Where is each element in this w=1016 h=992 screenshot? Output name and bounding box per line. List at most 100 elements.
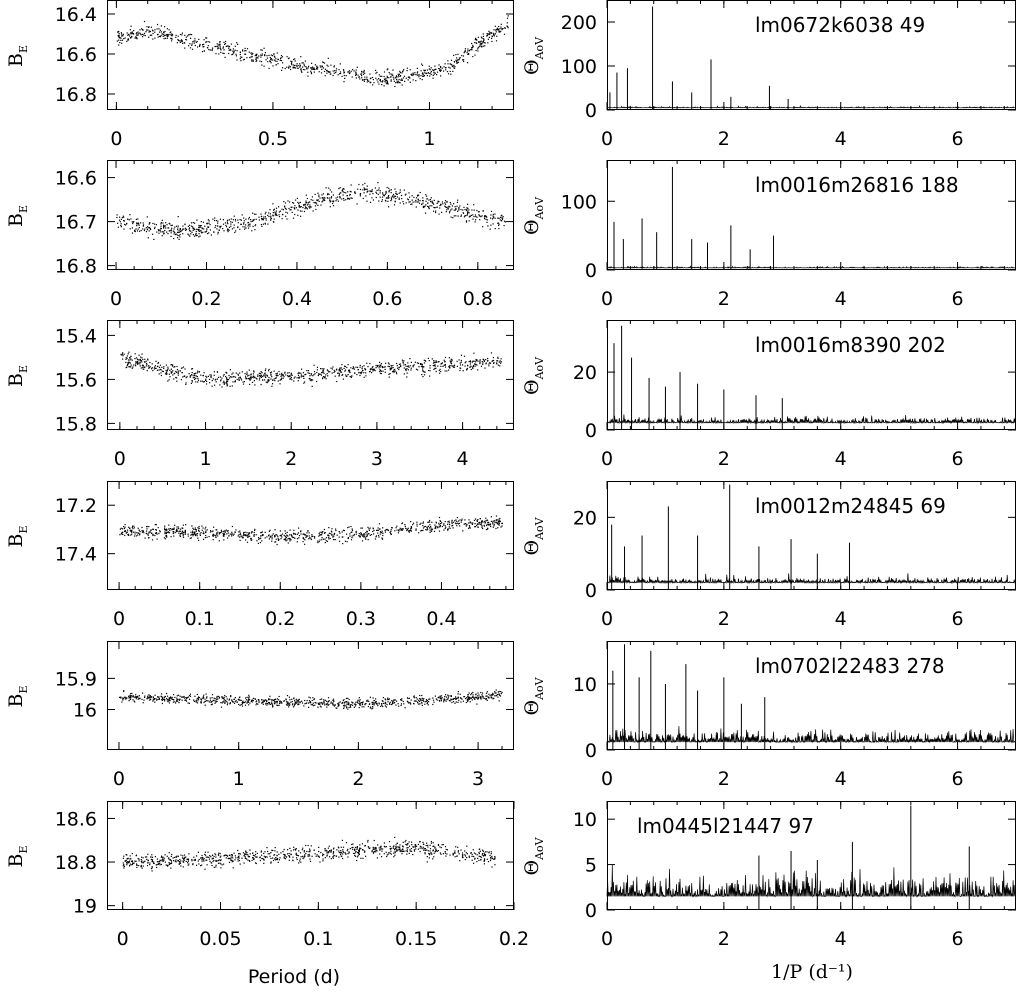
data-point	[379, 192, 381, 194]
data-point	[250, 537, 252, 539]
data-point	[184, 697, 186, 699]
data-point	[405, 368, 407, 370]
data-point	[271, 538, 273, 540]
data-point	[382, 370, 384, 372]
data-point	[148, 697, 150, 699]
data-point	[474, 697, 476, 699]
data-point	[410, 369, 412, 371]
data-point	[131, 221, 133, 223]
data-point	[338, 188, 340, 190]
data-point	[379, 369, 381, 371]
data-point	[440, 370, 442, 373]
data-point	[134, 353, 136, 355]
data-point	[473, 204, 475, 206]
y-axis-title-theta: ΘAoV	[521, 36, 546, 75]
data-point	[303, 205, 305, 207]
data-point	[453, 61, 455, 63]
data-point	[349, 376, 351, 378]
data-point	[170, 697, 172, 699]
data-point	[496, 27, 498, 29]
data-point	[422, 75, 425, 77]
data-point	[488, 365, 490, 367]
data-point	[154, 524, 156, 526]
data-point	[179, 530, 181, 532]
data-point	[442, 365, 444, 367]
data-point	[335, 200, 337, 202]
data-point	[446, 200, 448, 203]
data-point	[379, 531, 381, 533]
data-point	[462, 209, 464, 211]
x-tick-label: 0.4	[426, 608, 456, 630]
data-point	[205, 530, 207, 532]
data-point	[335, 68, 338, 70]
data-point	[149, 361, 151, 364]
data-point	[313, 371, 316, 373]
data-point	[397, 703, 399, 705]
data-point	[377, 527, 379, 529]
data-point	[303, 65, 305, 67]
data-point	[435, 522, 437, 524]
data-point	[475, 518, 477, 520]
data-point	[391, 366, 393, 368]
y-tick-label: 16.4	[55, 4, 97, 26]
data-point	[470, 365, 472, 367]
data-point	[433, 69, 435, 71]
data-point	[172, 374, 174, 376]
data-point	[279, 59, 281, 61]
data-point	[386, 186, 388, 189]
data-point	[176, 234, 179, 236]
data-point	[363, 533, 365, 535]
data-point	[455, 519, 457, 521]
data-point	[256, 540, 258, 542]
data-point	[139, 358, 141, 361]
data-point	[157, 698, 159, 701]
data-point	[294, 205, 296, 207]
data-point	[194, 531, 196, 533]
data-point	[318, 535, 320, 537]
data-point	[432, 703, 434, 706]
data-point	[444, 202, 446, 204]
data-point	[212, 530, 214, 532]
data-point	[363, 365, 365, 367]
data-point	[208, 536, 210, 538]
data-point	[386, 704, 388, 706]
data-point	[303, 382, 305, 384]
data-point	[413, 196, 415, 198]
data-point	[156, 28, 158, 30]
data-point	[449, 367, 451, 369]
data-point	[429, 531, 431, 533]
data-point	[316, 369, 318, 371]
data-point	[130, 697, 132, 699]
y-tick-label: 16.8	[55, 84, 97, 106]
data-point	[421, 63, 423, 65]
data-point	[428, 207, 430, 209]
data-point	[496, 363, 498, 365]
data-point	[425, 525, 427, 527]
data-point	[172, 364, 174, 366]
data-point	[268, 380, 270, 382]
data-point	[492, 213, 494, 215]
data-point	[448, 366, 450, 368]
data-point	[216, 533, 218, 535]
data-point	[311, 699, 313, 702]
data-point	[469, 697, 471, 699]
data-point	[482, 210, 484, 212]
data-point	[415, 697, 417, 699]
data-point	[314, 68, 316, 70]
data-point	[399, 202, 401, 204]
data-point	[304, 374, 306, 376]
data-point	[268, 535, 270, 537]
data-point	[387, 697, 389, 699]
data-point	[293, 705, 295, 707]
data-point	[134, 37, 136, 39]
data-point	[302, 62, 304, 64]
data-point	[173, 378, 175, 380]
data-point	[495, 527, 497, 530]
data-point	[224, 694, 226, 697]
data-point	[135, 228, 137, 230]
data-point	[498, 521, 500, 523]
data-point	[181, 32, 183, 34]
data-point	[327, 57, 329, 59]
data-point	[443, 359, 445, 361]
data-point	[173, 694, 175, 696]
